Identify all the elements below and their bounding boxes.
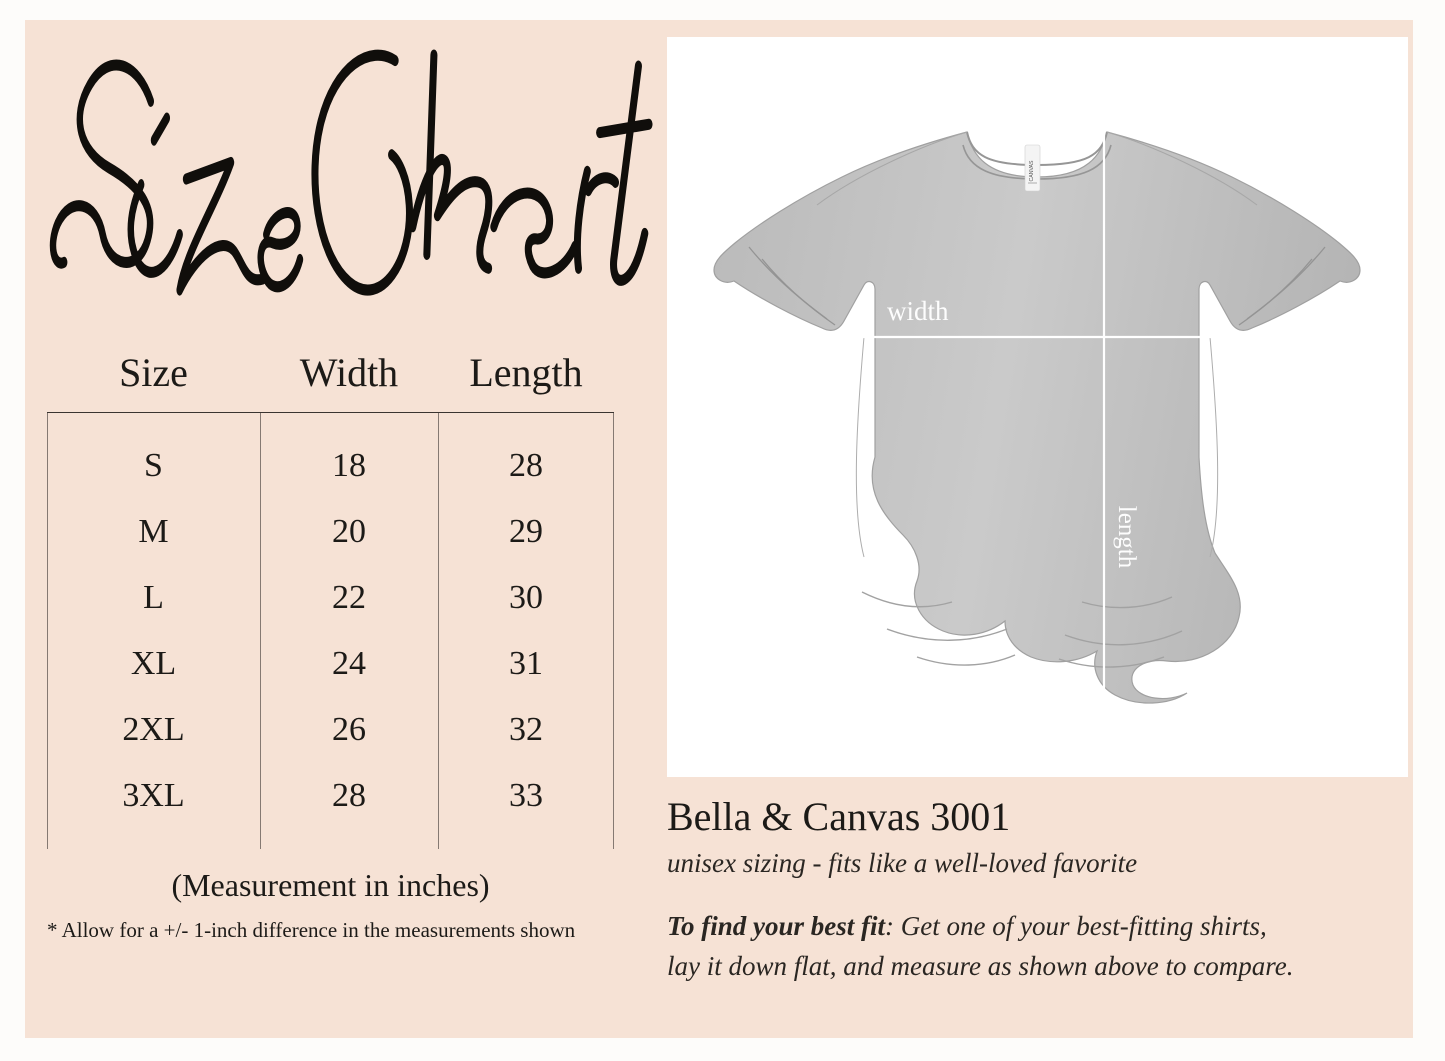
svg-text:CANVAS: CANVAS [1029,160,1035,181]
svg-text:length: length [1113,506,1140,569]
svg-text:width: width [887,296,949,326]
